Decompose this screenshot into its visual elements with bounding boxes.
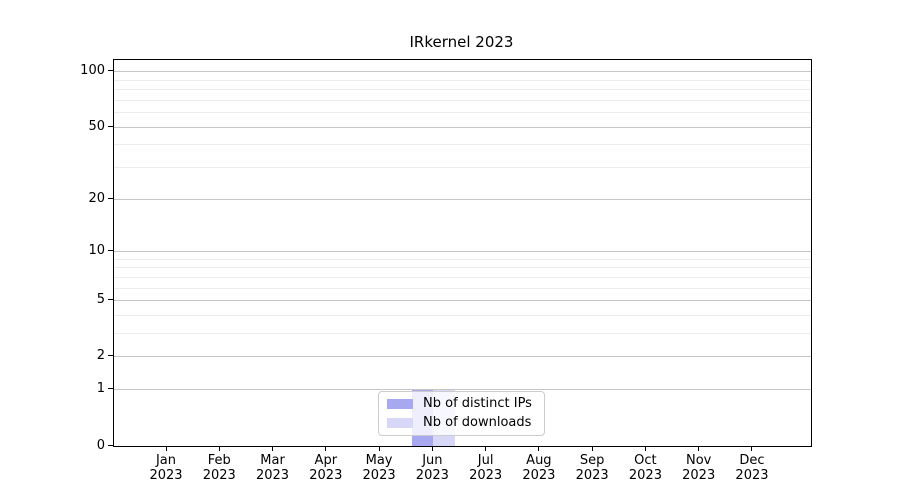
x-tick-label: Jun 2023 [402, 453, 462, 483]
legend-swatch-downloads-icon [387, 418, 413, 428]
legend-label-downloads: Nb of downloads [423, 415, 532, 430]
x-tick-year: 2023 [415, 468, 449, 483]
y-tick-mark [108, 388, 113, 390]
x-tick-label: Oct 2023 [615, 453, 675, 483]
y-tick-mark [108, 70, 113, 72]
x-tick-mark [591, 446, 593, 451]
gridline-minor [114, 287, 811, 289]
legend-swatch-distinct-ips-icon [387, 399, 413, 409]
x-tick-year: 2023 [735, 468, 769, 483]
y-tick-mark [108, 444, 113, 446]
x-tick-mark [538, 446, 540, 451]
gridline-major [114, 300, 811, 302]
x-tick-label: Jul 2023 [456, 453, 516, 483]
y-tick-label: 2 [96, 348, 105, 364]
gridline-major [114, 356, 811, 358]
y-tick-mark [108, 355, 113, 357]
gridline-minor [114, 112, 811, 113]
y-tick-mark [108, 125, 113, 127]
x-tick-mark [325, 446, 327, 451]
x-tick-label: Mar 2023 [243, 453, 303, 483]
x-tick-mark [751, 446, 753, 451]
y-tick-label: 10 [88, 242, 105, 258]
gridline-minor [114, 267, 811, 269]
gridline-major [114, 389, 811, 391]
gridline-major [114, 198, 811, 200]
plot-area [113, 59, 812, 447]
legend-item-distinct-ips: Nb of distinct IPs [387, 397, 536, 411]
x-tick-year: 2023 [202, 468, 236, 483]
x-tick-year: 2023 [255, 468, 290, 483]
x-tick-label: May 2023 [349, 453, 409, 483]
x-tick-mark [698, 446, 700, 451]
x-tick-year: 2023 [575, 468, 609, 483]
y-tick-label: 0 [96, 437, 105, 453]
y-tick-mark [108, 299, 113, 301]
x-tick-label: Jan 2023 [136, 453, 196, 483]
gridline-minor [114, 276, 811, 278]
y-tick-mark [108, 197, 113, 199]
y-tick-label: 20 [88, 190, 105, 206]
x-tick-label: Feb 2023 [189, 453, 249, 483]
x-tick-label: Aug 2023 [509, 453, 569, 483]
x-tick-mark [218, 446, 220, 451]
gridline-minor [114, 79, 811, 81]
gridline-minor [114, 314, 811, 316]
legend: Nb of distinct IPs Nb of downloads [378, 391, 545, 436]
x-tick-year: 2023 [362, 468, 396, 483]
gridline-minor [114, 88, 811, 90]
y-tick-label: 5 [96, 292, 105, 308]
x-tick-year: 2023 [628, 468, 662, 483]
x-tick-year: 2023 [309, 468, 343, 483]
x-tick-mark [431, 446, 433, 451]
x-tick-year: 2023 [469, 468, 503, 483]
gridline-major [114, 126, 811, 128]
x-tick-year: 2023 [522, 468, 556, 483]
gridline-minor [114, 258, 811, 260]
gridline-minor [114, 144, 811, 146]
gridline-major [114, 71, 811, 73]
x-tick-label: Apr 2023 [296, 453, 356, 483]
chart-title: IRkernel 2023 [409, 33, 514, 51]
x-tick-year: 2023 [682, 468, 716, 483]
gridline-major [114, 250, 811, 252]
y-tick-mark [108, 249, 113, 251]
gridline-minor [114, 99, 811, 101]
gridline-minor [114, 166, 811, 168]
y-tick-label: 100 [80, 63, 105, 79]
x-tick-mark [272, 446, 274, 451]
gridline-minor [114, 333, 811, 335]
x-tick-mark [378, 446, 380, 451]
legend-item-downloads: Nb of downloads [387, 416, 536, 430]
x-tick-label: Dec 2023 [722, 453, 782, 483]
x-tick-label: Nov 2023 [669, 453, 729, 483]
x-tick-mark [165, 446, 167, 451]
x-tick-label: Sep 2023 [562, 453, 622, 483]
x-tick-mark [485, 446, 487, 451]
x-tick-mark [644, 446, 646, 451]
y-tick-label: 1 [96, 381, 105, 397]
y-tick-label: 50 [88, 118, 105, 134]
x-tick-year: 2023 [149, 468, 183, 483]
legend-label-distinct-ips: Nb of distinct IPs [423, 396, 532, 411]
